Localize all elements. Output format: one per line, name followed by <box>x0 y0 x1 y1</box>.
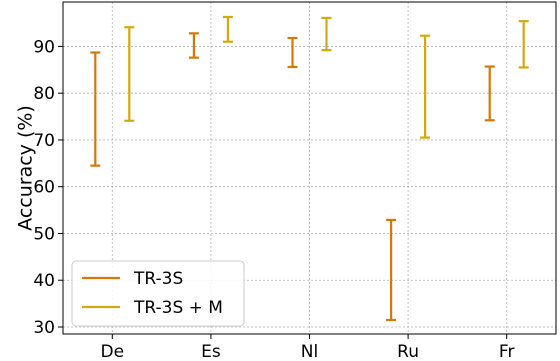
error-bar <box>90 51 101 167</box>
legend-label: TR-3S + M <box>133 298 223 318</box>
legend: TR-3S TR-3S + M <box>71 260 245 327</box>
y-tick-label: 80 <box>33 84 55 104</box>
y-tick-label: 90 <box>33 37 55 57</box>
x-tick-label: Es <box>201 342 221 361</box>
legend-label: TR-3S <box>133 269 183 289</box>
error-bar <box>222 15 233 43</box>
error-bar <box>386 218 397 322</box>
y-tick-label: 70 <box>33 131 55 151</box>
error-bar <box>420 34 431 139</box>
y-axis-ticks: 30 40 50 60 70 80 90 <box>33 37 63 338</box>
x-tick-label: Fr <box>499 342 515 361</box>
x-tick-label: Ru <box>397 342 419 361</box>
error-bar <box>124 26 135 122</box>
error-bar <box>188 32 199 59</box>
error-bar <box>287 36 298 69</box>
error-bar <box>518 20 529 69</box>
error-bar <box>484 65 495 122</box>
y-axis-title: Accuracy (%) <box>15 105 37 231</box>
x-tick-label: Nl <box>301 342 318 361</box>
error-bar <box>321 16 332 52</box>
x-axis-ticks: De Es Nl Ru Fr <box>101 334 515 361</box>
y-tick-label: 40 <box>33 271 55 291</box>
y-tick-label: 60 <box>33 178 55 198</box>
y-tick-label: 50 <box>33 224 55 244</box>
y-tick-label: 30 <box>33 318 55 338</box>
error-bars <box>90 15 529 322</box>
x-tick-label: De <box>101 342 125 361</box>
